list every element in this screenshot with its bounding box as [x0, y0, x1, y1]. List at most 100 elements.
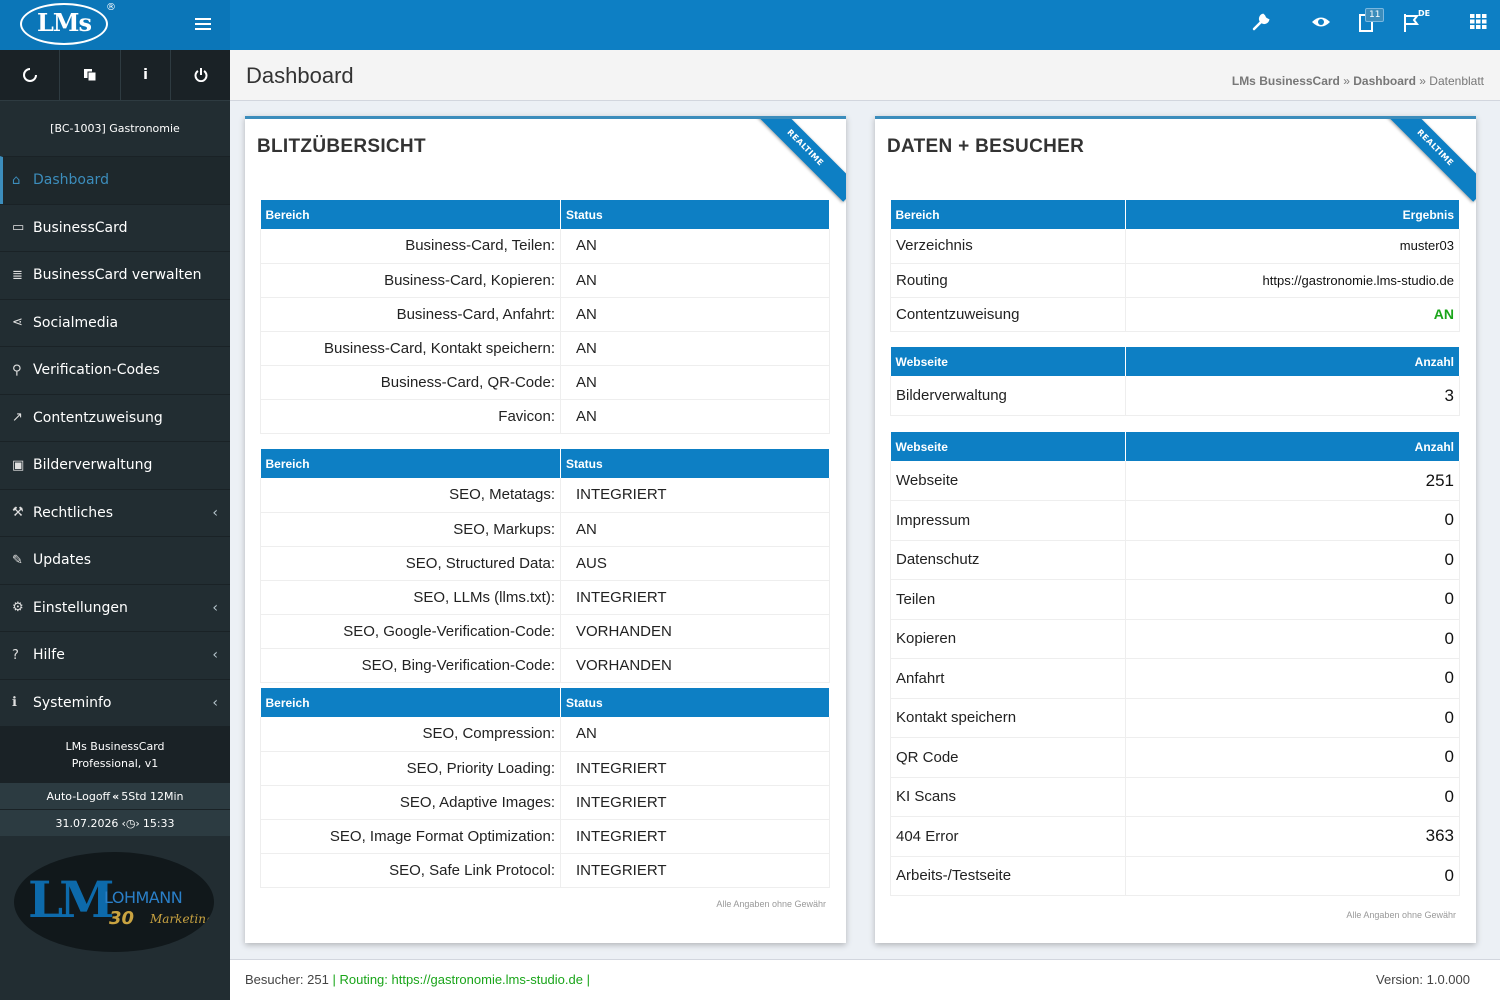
info-button[interactable]: i: [121, 50, 171, 100]
current-date: 31.07.2026: [55, 816, 119, 830]
table-row: Bilderverwaltung 3: [890, 376, 1460, 416]
sidebar-item-label: Dashboard: [33, 172, 109, 189]
feature-status: INTEGRIERT: [560, 785, 830, 820]
row-label: Webseite: [890, 461, 1126, 501]
row-value: 0: [1125, 619, 1460, 659]
column-header: Anzahl: [1125, 432, 1460, 461]
row-label: KI Scans: [890, 777, 1126, 817]
table-row: SEO, Image Format Optimization: INTEGRIER…: [260, 819, 830, 854]
breadcrumb-item-home[interactable]: LMs BusinessCard: [1231, 74, 1340, 88]
table-row: Business-Card, Teilen: AN: [260, 229, 830, 264]
chevron-left-icon: ‹: [212, 599, 218, 616]
feature-status: AN: [560, 297, 830, 332]
sidebar-item-label: BusinessCard: [33, 219, 128, 236]
feature-label: SEO, Image Format Optimization:: [260, 819, 561, 854]
share-icon: ⋖: [12, 315, 23, 331]
sidebar-item-contentzuweisung[interactable]: ↗ Contentzuweisung: [0, 393, 230, 442]
feature-label: SEO, Bing-Verification-Code:: [260, 648, 561, 683]
wrench-icon: ✎: [12, 552, 23, 568]
chevron-left-icon: ‹: [212, 504, 218, 521]
column-header: Bereich: [890, 200, 1126, 229]
column-header-area: Bereich: [260, 449, 561, 478]
list-icon: ≣: [12, 267, 23, 283]
table-row: SEO, Priority Loading: INTEGRIERT: [260, 751, 830, 786]
datetime-strip: 31.07.2026 ‹◷› 15:33: [0, 809, 230, 836]
registered-mark: ®: [106, 2, 116, 13]
row-label: QR Code: [890, 737, 1126, 778]
chevron-left-icon: ‹: [212, 694, 218, 711]
sidebar-item-businesscard[interactable]: ▭ BusinessCard: [0, 203, 230, 252]
client-name: [BC-1003] Gastronomie: [0, 100, 230, 156]
table-row: KI Scans 0: [890, 777, 1460, 817]
table-row: SEO, Google-Verification-Code: VORHANDEN: [260, 614, 830, 649]
sidebar-item-label: Einstellungen: [33, 599, 128, 616]
realtime-ribbon: REALTIME: [1381, 119, 1476, 202]
sidebar-item-businesscard-verwalten[interactable]: ≣ BusinessCard verwalten: [0, 251, 230, 299]
feature-status: AN: [560, 365, 830, 400]
sidebar-item-dashboard[interactable]: ⌂ Dashboard: [0, 156, 230, 204]
copy-button[interactable]: [60, 50, 121, 100]
row-value: 0: [1125, 540, 1460, 580]
table-row: Impressum 0: [890, 500, 1460, 541]
table-row: SEO, Safe Link Protocol: INTEGRIERT: [260, 853, 830, 888]
column-header-status: Status: [560, 449, 830, 478]
column-header-area: Bereich: [260, 200, 561, 229]
eye-icon[interactable]: [1311, 13, 1331, 37]
refresh-icon: [22, 68, 37, 82]
sidebar-item-verification-codes[interactable]: ⚲ Verification-Codes: [0, 346, 230, 394]
sidebar-item-rechtliches[interactable]: ⚒ Rechtliches ‹: [0, 488, 230, 537]
feature-status: AUS: [560, 546, 830, 581]
image-icon: ▣: [12, 457, 25, 473]
feature-label: Business-Card, Kopieren:: [260, 263, 561, 298]
status-table-seo: Bereich Status SEO, Metatags: INTEGRIERT SEO…: [260, 449, 830, 683]
hamburger-menu-icon[interactable]: [195, 15, 211, 35]
table-row: Business-Card, Kopieren: AN: [260, 263, 830, 298]
sidebar-item-label: Bilderverwaltung: [33, 457, 153, 474]
sidebar-item-bilderverwaltung[interactable]: ▣ Bilderverwaltung: [0, 441, 230, 489]
wrench-icon[interactable]: [1252, 13, 1270, 37]
table-row: SEO, Compression: AN: [260, 717, 830, 752]
feature-label: SEO, Compression:: [260, 717, 561, 752]
feature-status: INTEGRIERT: [560, 751, 830, 786]
external-link-icon: ↗: [12, 410, 23, 426]
sidebar-item-einstellungen[interactable]: ⚙ Einstellungen ‹: [0, 583, 230, 632]
row-value: 0: [1125, 777, 1460, 817]
row-label: Verzeichnis: [890, 229, 1126, 264]
feature-status: INTEGRIERT: [560, 853, 830, 888]
footer: Besucher: 251 | Routing: https://gastron…: [230, 959, 1500, 1000]
table-row: SEO, Markups: AN: [260, 512, 830, 547]
feature-status: INTEGRIERT: [560, 580, 830, 615]
power-button[interactable]: [171, 50, 230, 100]
table-row: Teilen 0: [890, 579, 1460, 620]
sidebar-item-label: Updates: [33, 552, 91, 569]
flag-icon[interactable]: [1403, 13, 1421, 37]
table-row: Arbeits-/Testseite 0: [890, 856, 1460, 896]
top-navbar: LMs ® 11 DE: [0, 0, 1500, 50]
routing-link[interactable]: Routing: https://gastronomie.lms-studio.…: [339, 972, 583, 987]
table-row: SEO, Structured Data: AUS: [260, 546, 830, 581]
feature-label: SEO, Google-Verification-Code:: [260, 614, 561, 649]
sidebar-item-socialmedia[interactable]: ⋖ Socialmedia: [0, 298, 230, 347]
app-logo[interactable]: LMs: [20, 3, 108, 45]
table-row: QR Code 0: [890, 737, 1460, 778]
breadcrumb-item-dashboard[interactable]: Dashboard: [1353, 74, 1416, 88]
refresh-button[interactable]: [0, 50, 60, 100]
autologoff-label: Auto-Logoff: [46, 789, 111, 803]
table-row: Verzeichnis muster03: [890, 229, 1460, 264]
home-icon: ⌂: [12, 172, 21, 188]
feature-label: Business-Card, QR-Code:: [260, 365, 561, 400]
column-header-status: Status: [560, 688, 830, 717]
table-row: SEO, Bing-Verification-Code: VORHANDEN: [260, 648, 830, 683]
sidebar-item-systeminfo[interactable]: ℹ Systeminfo ‹: [0, 678, 230, 727]
status-table-performance: Bereich Status SEO, Compression: AN SEO, Pri…: [260, 688, 830, 888]
sidebar-item-label: Contentzuweisung: [33, 409, 163, 426]
lohmann-marketing-logo: LM LOHMANN 30 Marketing: [14, 852, 214, 952]
sidebar-item-label: Hilfe: [33, 647, 65, 664]
table-row: SEO, LLMs (llms.txt): INTEGRIERT: [260, 580, 830, 615]
logo-area[interactable]: LMs ®: [0, 0, 230, 50]
sidebar-item-updates[interactable]: ✎ Updates: [0, 536, 230, 584]
breadcrumb: LMs BusinessCard » Dashboard » Datenblat…: [1232, 74, 1484, 88]
grid-apps-icon[interactable]: [1470, 13, 1487, 37]
column-header: Ergebnis: [1125, 200, 1460, 229]
sidebar-item-hilfe[interactable]: ? Hilfe ‹: [0, 631, 230, 679]
